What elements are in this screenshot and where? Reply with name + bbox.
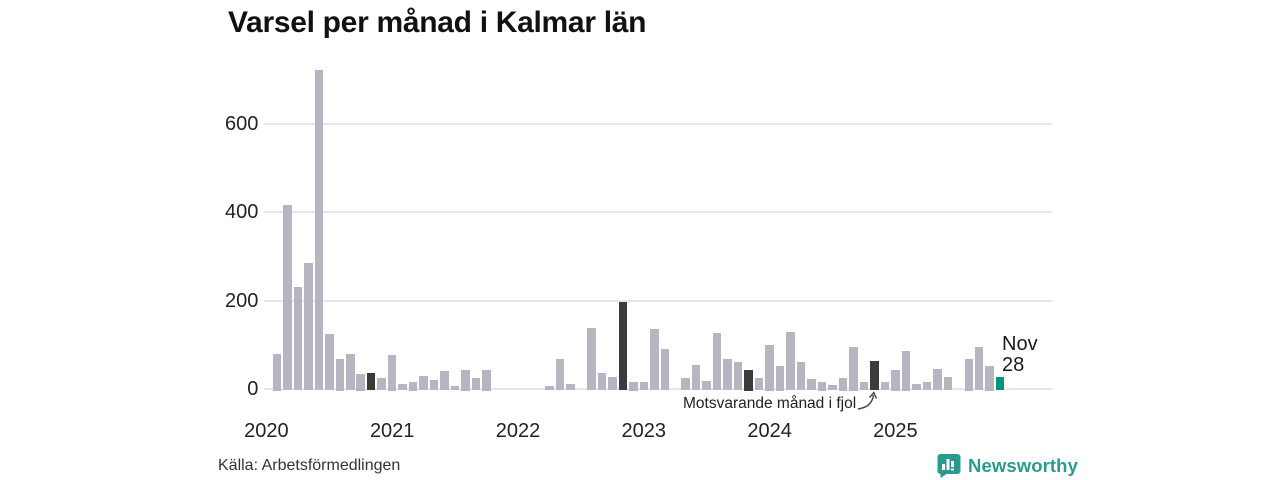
bar-2021-01: [387, 354, 397, 391]
y-axis-label-200: 200: [225, 289, 259, 312]
bar-2023-05: [681, 378, 690, 391]
bar-2022-12: [629, 381, 638, 391]
bar-2024-08: [838, 377, 848, 391]
bar-2020-09: [346, 353, 355, 391]
bar-2024-02: [775, 365, 785, 391]
current-month-name: Nov: [1002, 333, 1038, 355]
x-axis-label-2021: 2021: [369, 420, 415, 442]
bar-2022-10: [608, 376, 617, 391]
bar-2023-06: [691, 365, 701, 391]
bar-2025-04: [922, 381, 932, 391]
bar-2022-06: [566, 384, 575, 391]
bar-2024-03: [786, 332, 795, 391]
bar-2024-04: [796, 361, 806, 391]
bar-2022-04: [545, 385, 554, 391]
bar-2022-09: [597, 372, 607, 391]
bar-2020-02: [272, 354, 282, 391]
bar-2024-11: [870, 360, 879, 391]
bar-2023-07: [702, 380, 711, 391]
newsworthy-logo-text: Newsworthy: [968, 454, 1078, 476]
current-month-label: Nov 28: [1002, 334, 1038, 376]
bar-2025-11: [995, 376, 1005, 391]
bar-2023-02: [650, 328, 659, 391]
bar-2020-08: [335, 358, 345, 391]
y-axis-label-400: 400: [225, 201, 259, 223]
annotation-last-year: Motsvarande månad i fjol: [683, 395, 857, 412]
bar-2021-09: [471, 378, 481, 391]
gridline-y-600: [264, 122, 1052, 125]
chart-title: Varsel per månad i Kalmar län: [228, 6, 647, 39]
x-axis-label-2023: 2023: [621, 420, 667, 442]
x-axis-label-2022: 2022: [495, 420, 541, 442]
bar-2023-12: [754, 378, 764, 391]
bar-2021-05: [429, 380, 439, 391]
bar-2024-07: [828, 384, 837, 391]
bar-2021-03: [408, 381, 418, 391]
x-axis-label-2024: 2024: [747, 420, 792, 442]
bar-2020-03: [283, 205, 292, 391]
bar-2020-11: [366, 372, 376, 391]
bar-2020-05: [304, 262, 313, 391]
bar-2023-09: [723, 359, 732, 391]
bar-2025-05: [933, 369, 942, 391]
bar-2021-10: [482, 370, 491, 391]
bar-2024-01: [765, 344, 774, 391]
bar-2023-10: [733, 362, 743, 391]
bar-2021-04: [419, 376, 428, 391]
bar-2023-08: [712, 332, 722, 391]
bar-2024-06: [817, 381, 827, 391]
bar-2024-09: [849, 347, 858, 391]
x-axis-label-2025: 2025: [873, 420, 918, 442]
bar-2025-02: [901, 350, 911, 391]
bar-2021-07: [450, 385, 460, 391]
bar-2024-12: [880, 381, 890, 391]
bar-2020-04: [293, 287, 303, 391]
gridline-y-200: [264, 299, 1052, 302]
bar-2022-08: [587, 328, 596, 391]
x-axis-label-2020: 2020: [244, 420, 289, 442]
bar-2020-07: [325, 333, 334, 391]
bar-2020-10: [356, 374, 365, 391]
bar-2025-01: [891, 370, 900, 391]
bar-2023-03: [660, 349, 670, 391]
bar-2022-11: [618, 301, 628, 391]
bar-2020-12: [377, 378, 386, 391]
bar-2020-06: [314, 70, 324, 391]
newsworthy-logo-icon: [937, 454, 961, 478]
bar-2025-03: [912, 384, 921, 391]
annotation-arrow-icon: [857, 391, 878, 410]
bar-2021-08: [461, 370, 470, 391]
bar-2025-09: [974, 347, 984, 391]
y-axis-label-0: 0: [247, 378, 259, 400]
newsworthy-logo[interactable]: Newsworthy: [936, 453, 1078, 478]
y-axis-label-600: 600: [225, 112, 259, 135]
bar-2022-05: [555, 359, 565, 391]
bar-2025-10: [985, 365, 994, 391]
bar-2021-06: [440, 370, 449, 391]
gridline-y-400: [264, 211, 1052, 213]
bar-2021-02: [398, 383, 407, 391]
bar-2025-08: [964, 358, 974, 391]
bar-2024-10: [859, 382, 869, 391]
bar-2024-05: [807, 379, 816, 391]
bar-2025-06: [943, 376, 953, 391]
bar-2023-01: [639, 382, 649, 391]
source-credit: Källa: Arbetsförmedlingen: [218, 457, 401, 474]
current-month-value: 28: [1002, 354, 1025, 376]
bar-2023-11: [744, 369, 753, 391]
